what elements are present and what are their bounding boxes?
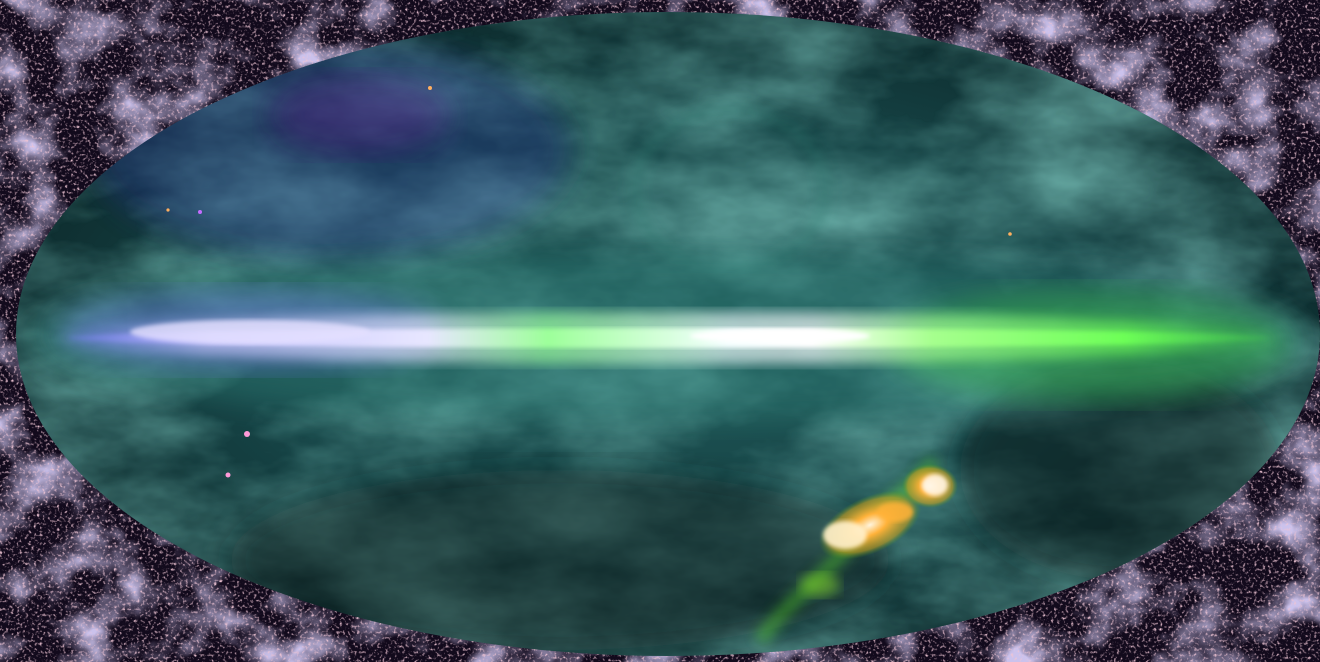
galactic-plane — [58, 312, 1278, 364]
point-sources — [166, 86, 1012, 478]
bright-cloud-complex — [754, 456, 958, 645]
